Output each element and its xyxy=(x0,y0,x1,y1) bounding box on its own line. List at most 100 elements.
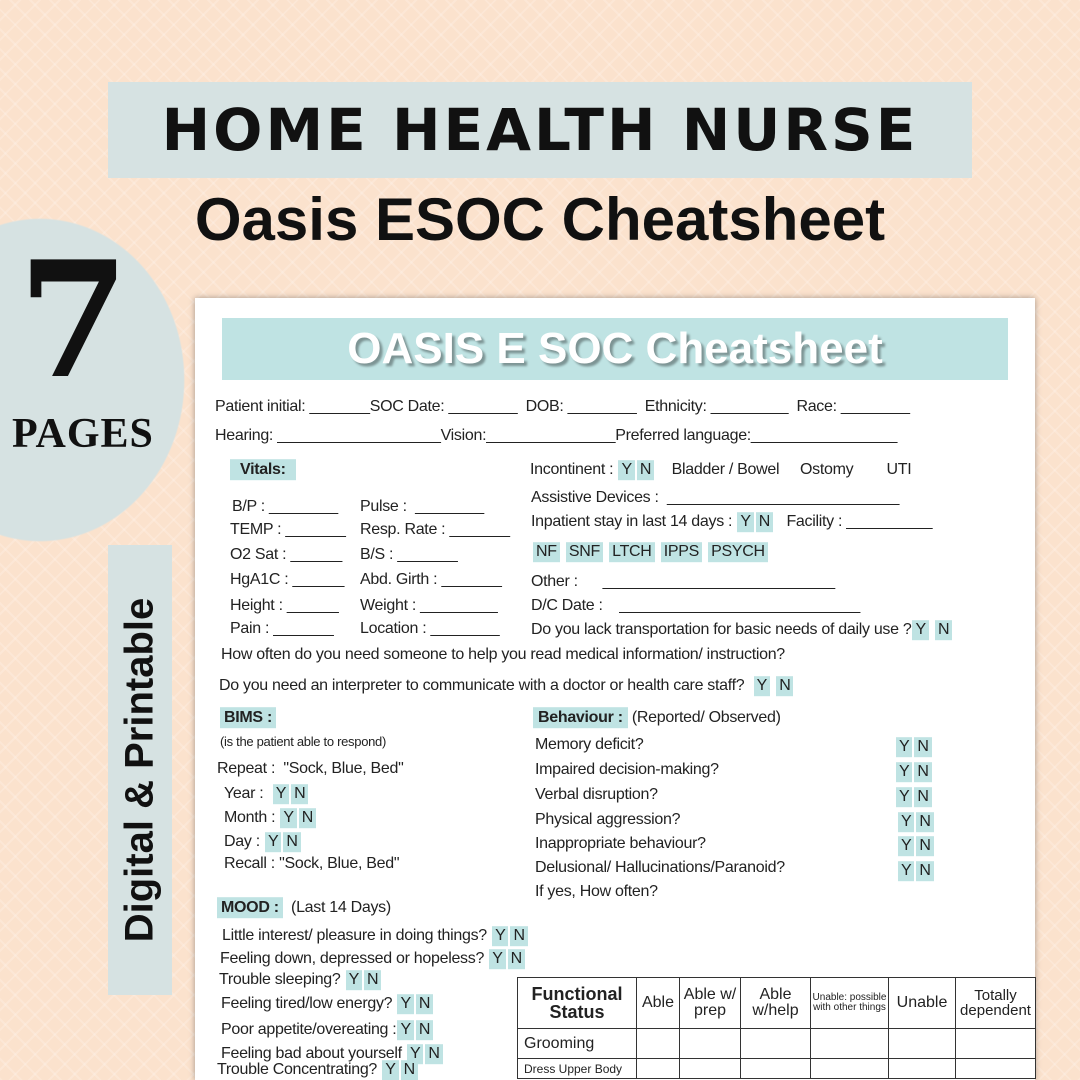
no-chip[interactable]: N xyxy=(755,512,773,532)
facility-chip[interactable]: SNF xyxy=(565,542,603,562)
behaviour-item: Impaired decision-making? xyxy=(535,761,719,779)
no-chip[interactable]: N xyxy=(916,861,934,881)
functional-status-table: Functional Status Able Able w/ prep Able… xyxy=(517,977,1036,1079)
yes-chip[interactable]: Y xyxy=(737,512,754,532)
header-cell: Able xyxy=(636,977,680,1029)
label: Feeling bad about yourself xyxy=(221,1045,402,1063)
mood-item: Little interest/ pleasure in doing thing… xyxy=(222,926,529,946)
subtitle: Oasis ESOC Cheatsheet xyxy=(194,186,886,253)
behaviour-item: Memory deficit? xyxy=(535,736,644,754)
label: Day : xyxy=(224,833,260,851)
behaviour-note: (Reported/ Observed) xyxy=(631,709,781,727)
cell[interactable] xyxy=(679,1058,741,1079)
cell[interactable] xyxy=(636,1028,680,1059)
cell[interactable] xyxy=(810,1028,889,1059)
no-chip[interactable]: N xyxy=(914,762,932,782)
cell[interactable] xyxy=(679,1028,741,1059)
mood-heading: MOOD : (Last 14 Days) xyxy=(217,897,391,919)
yes-chip[interactable]: Y xyxy=(898,861,915,881)
no-chip[interactable]: N xyxy=(283,832,301,852)
option: UTI xyxy=(886,461,912,479)
cell[interactable] xyxy=(810,1058,889,1079)
question-row: Do you need an interpreter to communicat… xyxy=(219,676,794,696)
behaviour-heading: Behaviour : (Reported/ Observed) xyxy=(533,707,781,729)
yes-chip[interactable]: Y xyxy=(345,970,363,990)
no-chip[interactable]: N xyxy=(916,812,934,832)
facility-chip[interactable]: NF xyxy=(533,542,560,562)
yes-chip[interactable]: Y xyxy=(753,676,771,696)
no-chip[interactable]: N xyxy=(916,836,934,856)
yes-chip[interactable]: Y xyxy=(397,994,414,1014)
no-chip[interactable]: N xyxy=(415,994,434,1014)
yes-chip[interactable]: Y xyxy=(912,620,929,640)
transport-row: Do you lack transportation for basic nee… xyxy=(531,620,953,640)
yes-chip[interactable]: Y xyxy=(382,1060,399,1080)
facility-chip[interactable]: IPPS xyxy=(660,542,702,562)
facility-chip[interactable]: PSYCH xyxy=(708,542,768,562)
yes-chip[interactable]: Y xyxy=(618,460,635,480)
no-chip[interactable]: N xyxy=(415,1020,434,1040)
cell[interactable] xyxy=(955,1028,1036,1059)
title-banner: HOME HEALTH NURSE xyxy=(108,82,972,178)
cell[interactable] xyxy=(636,1058,680,1079)
no-chip[interactable]: N xyxy=(291,784,309,804)
yes-chip[interactable]: Y xyxy=(896,762,913,782)
no-chip[interactable]: N xyxy=(507,949,525,969)
label: Trouble Concentrating? xyxy=(217,1061,378,1079)
yes-chip[interactable]: Y xyxy=(406,1044,424,1064)
yes-chip[interactable]: Y xyxy=(492,926,509,946)
header-line: Hearing: ___________________Vision:_____… xyxy=(215,427,898,445)
vital-field: Pulse : ________ xyxy=(360,498,484,516)
cell[interactable] xyxy=(888,1058,956,1079)
no-chip[interactable]: N xyxy=(298,808,317,828)
yes-chip[interactable]: Y xyxy=(397,1020,414,1040)
no-chip[interactable]: N xyxy=(510,926,528,946)
header-cell: Able w/ prep xyxy=(679,977,741,1029)
cell[interactable] xyxy=(740,1028,811,1059)
assistive-devices: Assistive Devices : ____________________… xyxy=(531,489,900,507)
facility-field: Facility : __________ xyxy=(786,513,933,531)
cell[interactable] xyxy=(955,1058,1036,1079)
no-chip[interactable]: N xyxy=(364,970,382,990)
label: Feeling tired/low energy? xyxy=(221,995,393,1013)
yes-chip[interactable]: Y xyxy=(898,812,915,832)
header-cell: Unable: possible with other things xyxy=(810,977,889,1029)
yes-chip[interactable]: Y xyxy=(898,836,915,856)
no-chip[interactable]: N xyxy=(776,676,794,696)
vital-field: Location : ________ xyxy=(360,620,500,638)
dc-date-field: D/C Date : ____________________________ xyxy=(531,597,861,615)
no-chip[interactable]: N xyxy=(425,1044,443,1064)
vital-field: Resp. Rate : _______ xyxy=(360,521,510,539)
header-line: Patient initial: _______SOC Date: ______… xyxy=(215,398,910,416)
yes-chip[interactable]: Y xyxy=(265,832,282,852)
no-chip[interactable]: N xyxy=(914,787,932,807)
yes-chip[interactable]: Y xyxy=(272,784,290,804)
option: Bladder / Bowel xyxy=(671,461,780,479)
yes-chip[interactable]: Y xyxy=(896,787,913,807)
row-label: Dress Upper Body xyxy=(517,1058,637,1079)
no-chip[interactable]: N xyxy=(935,620,953,640)
yes-chip[interactable]: Y xyxy=(489,949,506,969)
side-label-box: Digital & Printable xyxy=(108,545,172,995)
behaviour-item: Physical aggression? xyxy=(535,811,681,829)
yes-chip[interactable]: Y xyxy=(280,808,297,828)
bims-repeat: Repeat : "Sock, Blue, Bed" xyxy=(217,760,404,778)
cell[interactable] xyxy=(740,1058,811,1079)
no-chip[interactable]: N xyxy=(914,737,932,757)
header-cell: Unable xyxy=(888,977,956,1029)
facility-chip[interactable]: LTCH xyxy=(609,542,655,562)
bims-label: BIMS : xyxy=(220,707,276,729)
vital-field: HgA1C : ______ xyxy=(230,571,345,589)
cell[interactable] xyxy=(888,1028,956,1059)
no-chip[interactable]: N xyxy=(636,460,655,480)
header-cell: Able w/help xyxy=(740,977,811,1029)
yes-chip[interactable]: Y xyxy=(896,737,913,757)
no-chip[interactable]: N xyxy=(400,1060,418,1080)
